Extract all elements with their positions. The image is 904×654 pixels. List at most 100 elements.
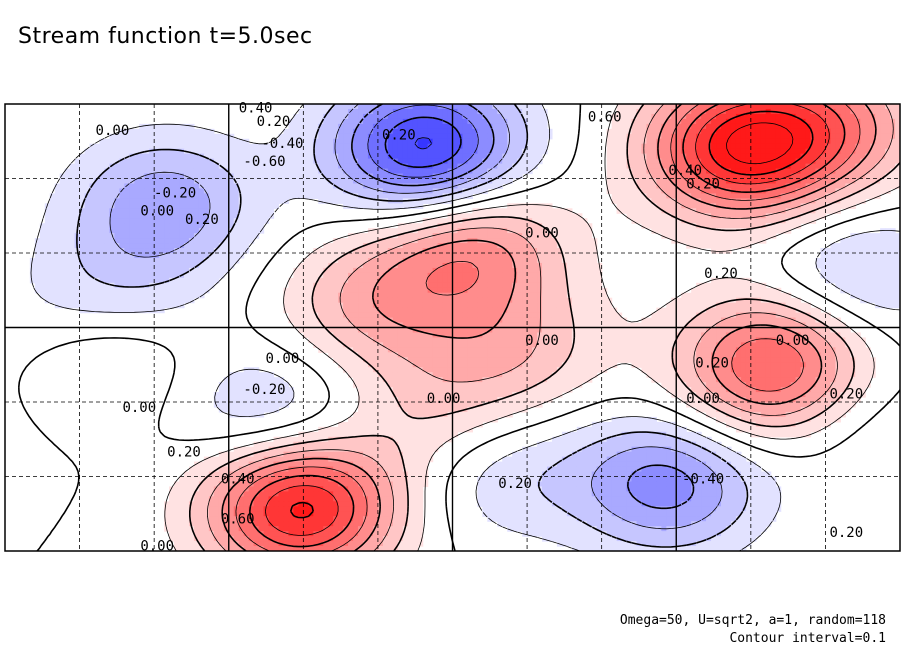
field-cell (203, 188, 210, 194)
field-cell (392, 104, 399, 110)
field-cell (706, 104, 712, 110)
field-cell (770, 183, 777, 190)
field-cell (372, 163, 379, 170)
field-cell (835, 143, 841, 150)
field-cell (885, 287, 891, 294)
field-cell (537, 113, 543, 120)
field-cell (228, 238, 235, 244)
field-cell (865, 143, 871, 150)
field-cell (308, 163, 314, 170)
field-cell (477, 113, 483, 120)
field-cell (432, 238, 439, 244)
field-cell (467, 257, 473, 264)
field-cell (198, 198, 205, 204)
field-cell (835, 193, 841, 199)
field-cell (188, 183, 195, 190)
field-cell (114, 168, 120, 175)
field-cell (885, 108, 891, 115)
field-cell (213, 272, 220, 279)
field-cell (59, 183, 66, 190)
field-cell (367, 138, 374, 145)
field-cell (840, 243, 846, 249)
field-cell (64, 213, 71, 219)
field-cell (348, 267, 354, 274)
field-cell (696, 243, 702, 249)
field-cell (711, 113, 717, 120)
field-cell (581, 272, 588, 279)
field-cell (542, 248, 548, 254)
field-cell (556, 223, 563, 229)
field-cell (149, 208, 155, 214)
field-cell (875, 133, 881, 140)
field-cell (895, 168, 900, 175)
field-cell (785, 104, 792, 110)
field-cell (338, 128, 344, 135)
field-cell (845, 277, 851, 284)
field-cell (402, 163, 409, 170)
field-cell (492, 248, 498, 254)
field-cell (537, 238, 543, 244)
field-cell (348, 193, 354, 199)
field-cell (730, 178, 737, 185)
field-cell (298, 173, 304, 180)
field-cell (29, 277, 36, 284)
field-cell (179, 173, 185, 180)
field-cell (318, 282, 324, 289)
field-cell (755, 183, 762, 190)
field-cell (810, 138, 817, 145)
field-cell (561, 272, 568, 279)
field-cell (457, 233, 464, 239)
field-cell (84, 173, 91, 180)
field-cell (318, 158, 324, 165)
field-cell (740, 113, 747, 120)
field-cell (333, 113, 339, 120)
field-cell (740, 163, 747, 170)
field-cell (293, 138, 299, 145)
field-cell (487, 272, 493, 279)
field-cell (462, 253, 469, 259)
field-cell (780, 133, 787, 140)
field-cell (193, 292, 200, 299)
field-cell (681, 123, 687, 130)
field-cell (880, 277, 886, 284)
field-cell (104, 243, 111, 249)
field-cell (527, 133, 533, 140)
field-cell (482, 292, 488, 299)
field-cell (666, 128, 672, 135)
field-cell (293, 292, 299, 299)
field-cell (99, 183, 106, 190)
field-cell (472, 223, 478, 229)
field-cell (870, 282, 876, 289)
field-cell (641, 208, 648, 214)
field-cell (676, 203, 682, 209)
field-cell (258, 153, 265, 160)
field-cell (94, 203, 101, 209)
field-cell (472, 138, 478, 145)
field-cell (850, 253, 856, 259)
field-cell (810, 128, 817, 135)
field-cell (517, 158, 523, 165)
field-cell (895, 233, 900, 239)
field-cell (164, 163, 170, 170)
field-cell (800, 203, 807, 209)
field-cell (865, 138, 871, 145)
field-cell (313, 188, 319, 194)
field-cell (193, 173, 200, 180)
field-cell (69, 262, 76, 269)
field-cell (402, 153, 409, 160)
field-cell (830, 193, 836, 199)
field-cell (427, 193, 434, 199)
field-cell (104, 248, 111, 254)
field-cell (785, 203, 792, 209)
field-cell (228, 262, 235, 269)
field-cell (442, 138, 449, 145)
field-cell (94, 148, 101, 155)
field-cell (855, 272, 861, 279)
field-cell (223, 262, 230, 269)
field-cell (880, 133, 886, 140)
field-cell (338, 292, 344, 299)
field-cell (706, 153, 712, 160)
field-cell (870, 163, 876, 170)
field-cell (94, 198, 101, 204)
field-cell (382, 233, 389, 239)
